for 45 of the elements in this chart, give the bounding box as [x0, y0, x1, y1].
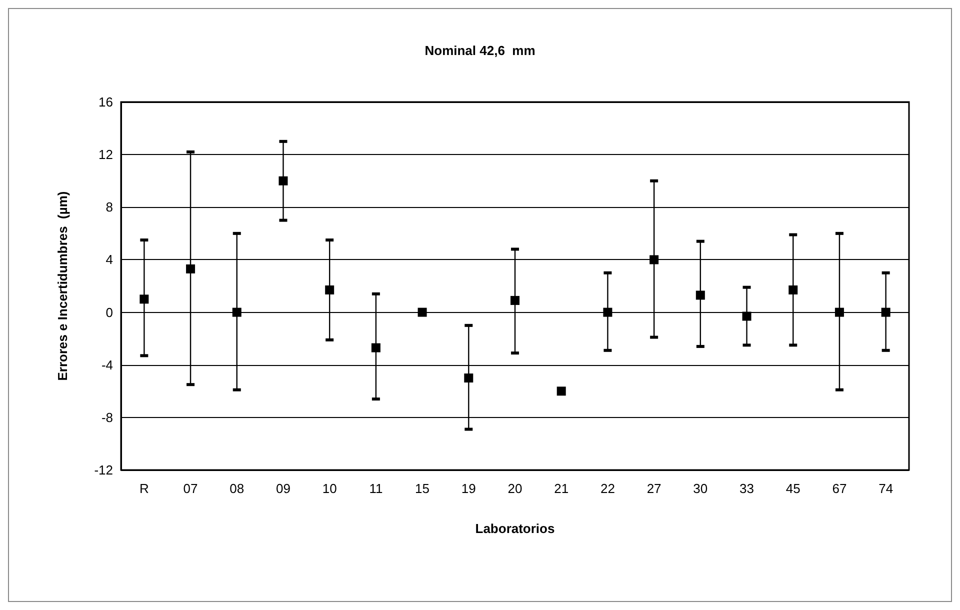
- point: [881, 308, 890, 317]
- x-tick-label: 21: [554, 481, 569, 496]
- y-tick-label: -12: [94, 462, 113, 478]
- x-tick-label: R: [139, 481, 149, 496]
- x-axis-title: Laboratorios: [475, 521, 555, 536]
- x-tick-label: 08: [230, 481, 244, 496]
- y-tick-label: 4: [106, 252, 113, 268]
- x-tick-label: 15: [415, 481, 430, 496]
- x-tick-label: 09: [276, 481, 290, 496]
- point: [834, 308, 844, 317]
- point: [603, 308, 612, 317]
- x-tick-label: 22: [600, 481, 615, 496]
- y-tick-label: -8: [101, 410, 113, 425]
- point: [371, 343, 380, 352]
- x-tick-label: 11: [369, 481, 383, 496]
- y-tick-label: 12: [98, 147, 113, 162]
- point: [788, 285, 798, 294]
- x-tick-label: 67: [832, 481, 847, 496]
- y-axis-title: Errores e Incertidumbres (µm): [55, 191, 70, 381]
- x-tick-label: 30: [693, 481, 708, 496]
- x-tick-label: 45: [786, 481, 800, 496]
- point: [418, 308, 427, 317]
- point: [650, 255, 659, 264]
- x-tick-label: 74: [878, 481, 894, 496]
- x-tick-label: 20: [508, 481, 522, 496]
- x-tick-label: 10: [322, 481, 337, 496]
- y-tick-label: 0: [106, 304, 113, 320]
- point: [696, 290, 705, 300]
- point: [278, 176, 288, 186]
- point: [742, 312, 752, 321]
- point: [464, 374, 474, 382]
- point: [556, 386, 566, 396]
- x-tick-label: 27: [646, 481, 662, 496]
- point: [186, 264, 196, 274]
- point: [140, 294, 149, 304]
- chart-title: Nominal 42,6 mm: [424, 43, 536, 58]
- point: [325, 285, 334, 294]
- y-tick-label: 8: [106, 200, 113, 215]
- x-tick-label: 07: [183, 481, 198, 496]
- y-tick-label: 16: [98, 94, 113, 110]
- y-tick-label: -4: [101, 357, 113, 372]
- point: [232, 308, 242, 317]
- x-tick-label: 33: [740, 481, 754, 496]
- point: [510, 296, 520, 305]
- x-tick-label: 19: [461, 481, 476, 496]
